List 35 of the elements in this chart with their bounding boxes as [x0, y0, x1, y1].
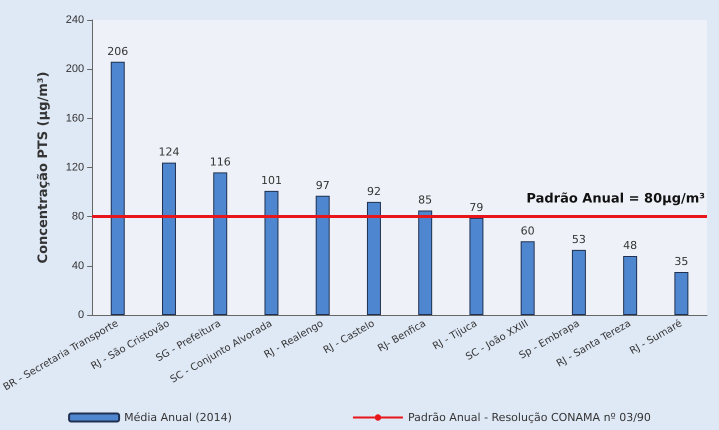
data-label: 206	[107, 44, 128, 58]
bar	[469, 218, 484, 315]
bar	[162, 162, 176, 315]
y-tick-label: 160	[66, 112, 84, 124]
data-label: 97	[316, 178, 330, 192]
y-tick-label: 0	[78, 309, 84, 321]
data-label: 79	[469, 200, 484, 214]
data-label: 124	[158, 146, 180, 159]
bar	[674, 272, 688, 315]
y-tick-label: 80	[72, 210, 84, 223]
y-tick-label: 240	[66, 14, 84, 26]
data-label: 35	[674, 254, 688, 268]
data-label: 48	[623, 239, 638, 252]
legend-label: Média Anual (2014)	[124, 411, 232, 424]
bar	[264, 190, 278, 315]
bar	[418, 210, 432, 315]
data-label: 92	[366, 184, 381, 198]
bar	[572, 250, 586, 315]
legend-label: Padrão Anual - Resolução CONAMA nº 03/90	[408, 411, 651, 424]
bar	[520, 241, 535, 315]
bar	[316, 196, 330, 315]
bar	[213, 172, 228, 315]
data-label: 101	[260, 174, 282, 187]
data-label: 116	[210, 155, 231, 168]
y-tick-label: 200	[66, 63, 84, 76]
data-label: 60	[520, 224, 535, 238]
y-tick-label: 40	[72, 260, 84, 272]
y-axis-title: Concentração PTS (µg/m³)	[36, 72, 52, 264]
data-label: 53	[572, 232, 586, 246]
data-label: 85	[418, 194, 432, 207]
bar	[110, 62, 125, 315]
bar	[623, 256, 638, 315]
annotation: Padrão Anual = 80µg/m³	[526, 192, 705, 207]
bar	[366, 202, 381, 315]
y-tick-label: 120	[66, 162, 84, 174]
